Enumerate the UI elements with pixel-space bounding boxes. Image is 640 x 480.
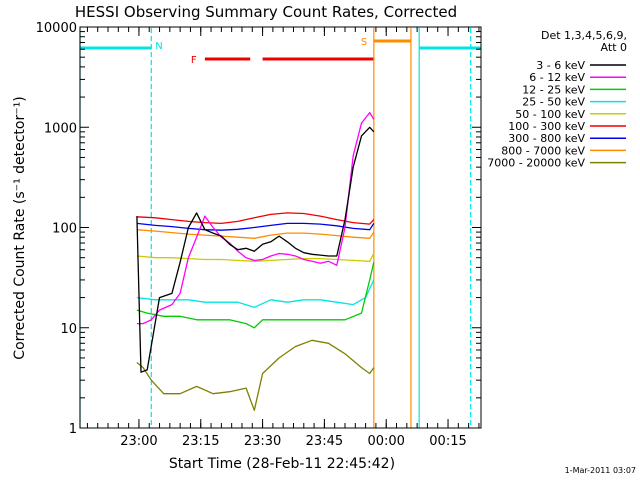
- legend-header-line-2: Att 0: [601, 41, 627, 54]
- flag-f-label: F: [191, 55, 197, 66]
- legend-entry-label: 3 - 6 keV: [536, 59, 585, 72]
- x-tick-label: 23:00: [120, 434, 157, 449]
- legend-entry-label: 300 - 800 keV: [508, 132, 585, 145]
- legend-entry-label: 7000 - 20000 keV: [487, 157, 585, 170]
- x-tick-label: 23:30: [244, 434, 281, 449]
- flag-s-label: S: [361, 37, 367, 48]
- flag-layer: N F S: [79, 28, 481, 428]
- legend-entry-label: 800 - 7000 keV: [501, 144, 585, 157]
- series-line-6-12-kev: [136, 111, 375, 325]
- x-tick-label: 23:45: [306, 434, 343, 449]
- y-tick-label: 100: [52, 222, 77, 237]
- footer-timestamp: 1-Mar-2011 03:07: [565, 466, 636, 475]
- series-line-25-50-kev: [136, 279, 375, 308]
- x-tick-label: 00:15: [429, 434, 466, 449]
- legend-entry-label: 100 - 300 keV: [508, 120, 585, 133]
- flag-n-label: N: [155, 41, 162, 52]
- series-line-3-6-kev: [136, 126, 375, 373]
- series-line-800-7000-kev: [136, 229, 375, 239]
- y-tick-label: 10000: [36, 21, 77, 36]
- series-line-50-100-kev: [136, 253, 375, 262]
- y-axis-label-text: Corrected Count Rate (s⁻¹ detector⁻¹): [12, 96, 28, 359]
- series-line-7000-20000-kev: [136, 339, 375, 411]
- legend-header-line-1: Det 1,3,4,5,6,9,: [541, 29, 627, 42]
- y-tick-label: 10: [60, 322, 77, 337]
- series-layer: [136, 111, 375, 411]
- axis-layer: 1 10 100 1000 10000 23:00 23:15 23:30 23:45 00:00…: [36, 21, 481, 449]
- legend-entry-label: 50 - 100 keV: [515, 108, 585, 121]
- y-tick-label: 1: [69, 422, 77, 437]
- legend-entry-label: 12 - 25 keV: [522, 83, 585, 96]
- chart-title: HESSI Observing Summary Count Rates, Cor…: [75, 3, 457, 21]
- legend-entry-label: 6 - 12 keV: [529, 71, 585, 84]
- x-axis-label: Start Time (28-Feb-11 22:45:42): [169, 456, 395, 472]
- y-axis-label: Corrected Count Rate (s⁻¹ detector⁻¹): [12, 96, 28, 359]
- series-line-12-25-kev: [136, 262, 375, 329]
- x-tick-label: 00:00: [367, 434, 404, 449]
- legend-entry-label: 25 - 50 keV: [522, 96, 585, 109]
- y-tick-label: 1000: [44, 121, 77, 136]
- x-tick-label: 23:15: [182, 434, 219, 449]
